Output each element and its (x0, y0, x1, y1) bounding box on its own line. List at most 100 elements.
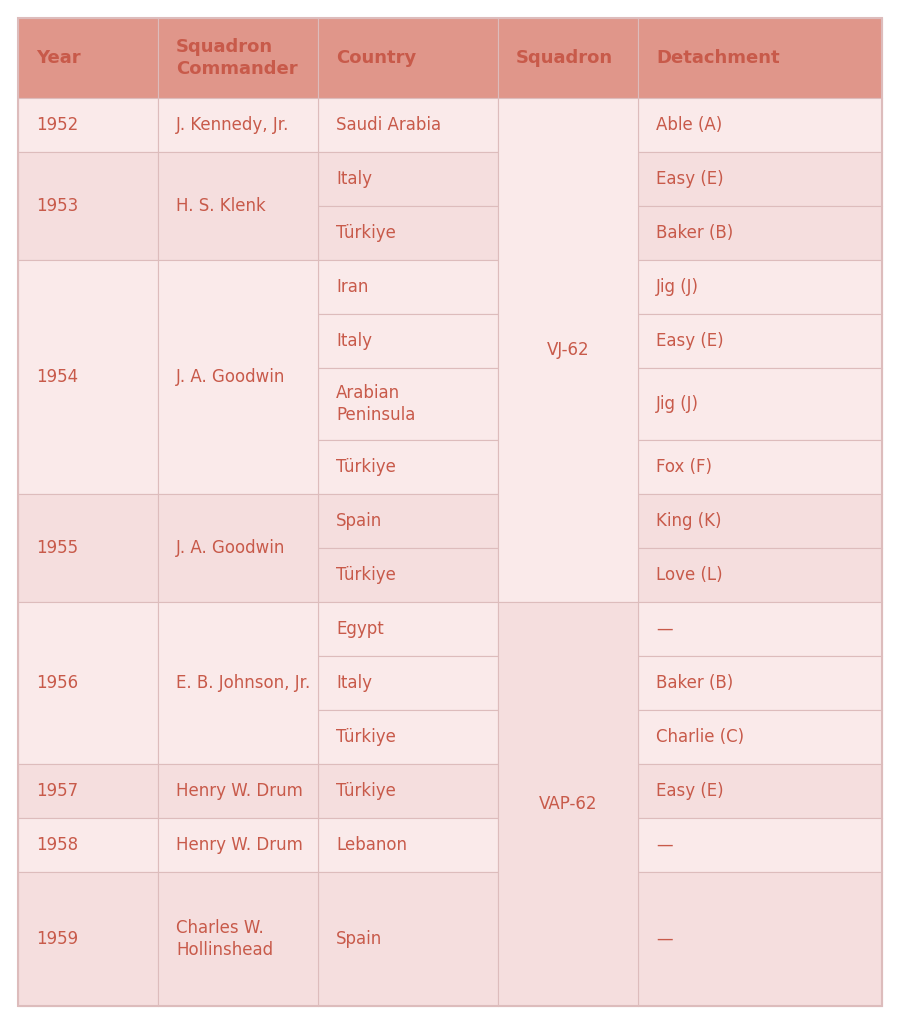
Text: Baker (B): Baker (B) (656, 674, 734, 692)
Text: 1953: 1953 (36, 197, 78, 215)
Bar (18, 872, 158, 1006)
Text: Jig (J): Jig (J) (656, 395, 699, 413)
Bar (318, 818, 498, 872)
Bar (318, 98, 498, 152)
Bar (318, 152, 498, 206)
Text: 1958: 1958 (36, 836, 78, 854)
Text: 1955: 1955 (36, 539, 78, 557)
Text: Spain: Spain (336, 930, 382, 948)
Bar (498, 602, 638, 1006)
Bar (18, 152, 158, 260)
Bar (318, 494, 498, 548)
Text: —: — (656, 620, 672, 638)
Text: J. A. Goodwin: J. A. Goodwin (176, 539, 285, 557)
Bar (158, 18, 318, 98)
Text: Easy (E): Easy (E) (656, 782, 724, 800)
Text: King (K): King (K) (656, 512, 722, 530)
Bar (498, 18, 638, 98)
Bar (638, 368, 882, 440)
Bar (18, 818, 158, 872)
Text: Detachment: Detachment (656, 49, 779, 67)
Bar (318, 18, 498, 98)
Bar (498, 98, 638, 602)
Bar (638, 206, 882, 260)
Bar (158, 872, 318, 1006)
Text: Country: Country (336, 49, 416, 67)
Bar (638, 656, 882, 710)
Bar (638, 494, 882, 548)
Text: Charlie (C): Charlie (C) (656, 728, 744, 746)
Text: Year: Year (36, 49, 81, 67)
Text: Türkiye: Türkiye (336, 458, 396, 476)
Bar (638, 152, 882, 206)
Bar (318, 260, 498, 314)
Text: Türkiye: Türkiye (336, 224, 396, 242)
Bar (318, 314, 498, 368)
Bar (18, 260, 158, 494)
Text: Spain: Spain (336, 512, 382, 530)
Text: Italy: Italy (336, 332, 372, 350)
Bar (318, 548, 498, 602)
Text: Easy (E): Easy (E) (656, 170, 724, 188)
Text: VJ-62: VJ-62 (546, 341, 590, 359)
Text: Türkiye: Türkiye (336, 782, 396, 800)
Text: Baker (B): Baker (B) (656, 224, 734, 242)
Bar (318, 872, 498, 1006)
Bar (318, 368, 498, 440)
Bar (638, 18, 882, 98)
Bar (158, 98, 318, 152)
Text: 1954: 1954 (36, 368, 78, 386)
Bar (158, 764, 318, 818)
Text: Egypt: Egypt (336, 620, 383, 638)
Text: Italy: Italy (336, 674, 372, 692)
Bar (18, 764, 158, 818)
Text: Love (L): Love (L) (656, 566, 723, 584)
Text: —: — (656, 930, 672, 948)
Text: VAP-62: VAP-62 (539, 795, 598, 813)
Text: Iran: Iran (336, 278, 368, 296)
Text: Easy (E): Easy (E) (656, 332, 724, 350)
Bar (638, 764, 882, 818)
Bar (638, 602, 882, 656)
Text: E. B. Johnson, Jr.: E. B. Johnson, Jr. (176, 674, 310, 692)
Bar (318, 764, 498, 818)
Text: 1959: 1959 (36, 930, 78, 948)
Text: Jig (J): Jig (J) (656, 278, 699, 296)
Bar (18, 18, 158, 98)
Bar (638, 98, 882, 152)
Text: Henry W. Drum: Henry W. Drum (176, 836, 303, 854)
Bar (318, 656, 498, 710)
Bar (318, 440, 498, 494)
Text: Italy: Italy (336, 170, 372, 188)
Text: Squadron: Squadron (516, 49, 613, 67)
Bar (638, 314, 882, 368)
Bar (18, 98, 158, 152)
Text: Türkiye: Türkiye (336, 566, 396, 584)
Bar (318, 602, 498, 656)
Text: 1952: 1952 (36, 116, 78, 134)
Text: J. Kennedy, Jr.: J. Kennedy, Jr. (176, 116, 290, 134)
Bar (158, 602, 318, 764)
Bar (638, 440, 882, 494)
Text: Henry W. Drum: Henry W. Drum (176, 782, 303, 800)
Bar (318, 206, 498, 260)
Bar (318, 710, 498, 764)
Bar (638, 260, 882, 314)
Bar (158, 494, 318, 602)
Text: Able (A): Able (A) (656, 116, 722, 134)
Text: Charles W.
Hollinshead: Charles W. Hollinshead (176, 919, 273, 959)
Text: —: — (656, 836, 672, 854)
Text: 1956: 1956 (36, 674, 78, 692)
Text: Lebanon: Lebanon (336, 836, 407, 854)
Bar (638, 872, 882, 1006)
Bar (638, 548, 882, 602)
Bar (158, 818, 318, 872)
Bar (638, 818, 882, 872)
Bar (158, 260, 318, 494)
Text: Fox (F): Fox (F) (656, 458, 712, 476)
Text: Squadron
Commander: Squadron Commander (176, 38, 298, 78)
Bar (158, 152, 318, 260)
Text: Türkiye: Türkiye (336, 728, 396, 746)
Text: Saudi Arabia: Saudi Arabia (336, 116, 441, 134)
Bar (638, 710, 882, 764)
